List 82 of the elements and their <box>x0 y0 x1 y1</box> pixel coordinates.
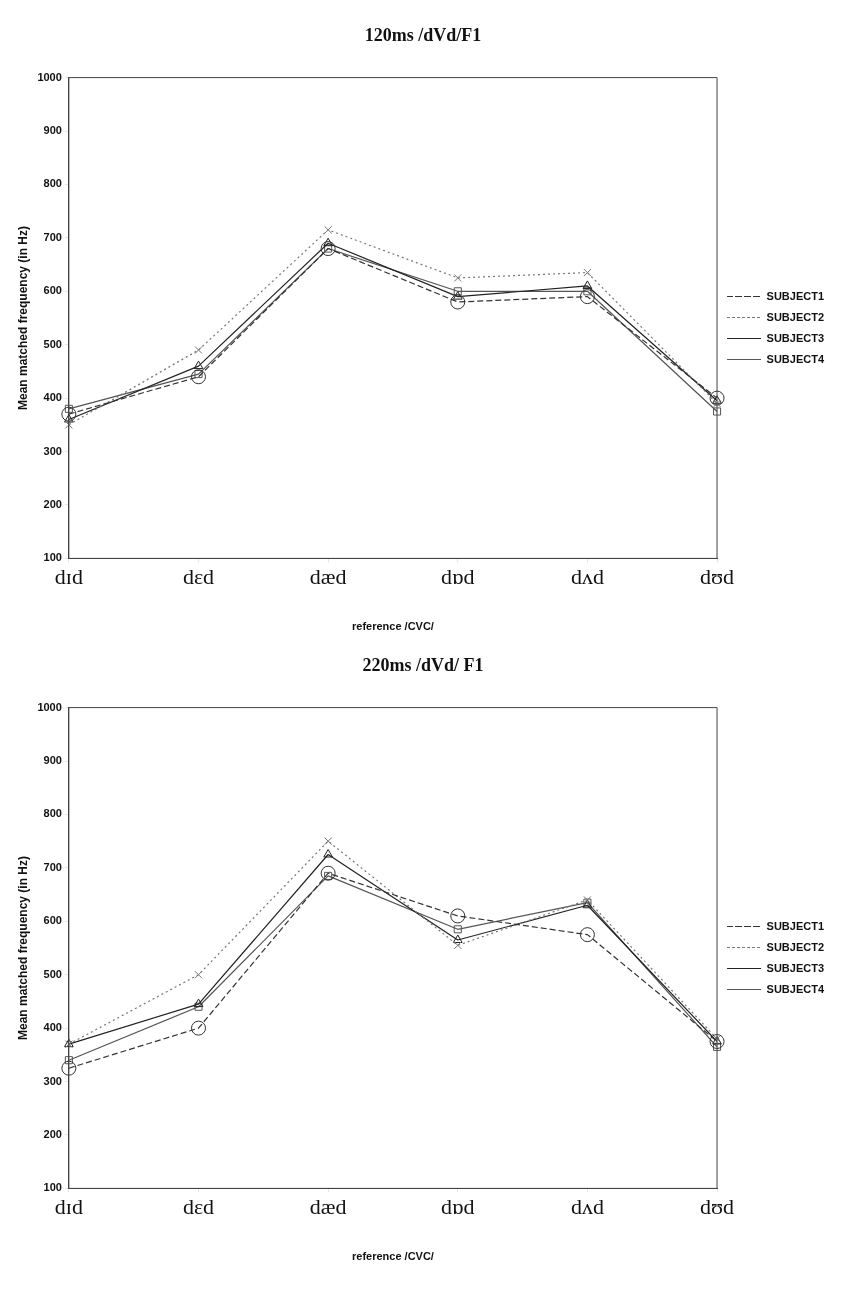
chart-title: 120ms /dVd/F1 <box>364 25 482 46</box>
y-tick-label: 500 <box>43 337 62 350</box>
point <box>64 420 73 429</box>
y-tick-label: 1000 <box>37 70 62 83</box>
point <box>194 346 203 355</box>
x-tick-label: dɪd <box>54 564 83 590</box>
x-tick-label: dʌd <box>570 564 604 590</box>
x-tick-label: dɒd <box>441 1194 475 1220</box>
point <box>64 1056 73 1065</box>
point <box>61 406 77 422</box>
x-axis-title: reference /CVC/ <box>351 620 434 633</box>
y-tick-label: 900 <box>43 754 62 767</box>
x-tick-label: dʊd <box>700 564 735 590</box>
point <box>320 865 336 881</box>
legend-label: SUBJECT3 <box>766 331 825 344</box>
y-tick-label: 800 <box>43 807 62 820</box>
x-tick-label: dʌd <box>570 1194 604 1220</box>
y-tick-label: 600 <box>43 284 62 297</box>
y-tick-label: 400 <box>43 391 62 404</box>
legend-label: SUBJECT4 <box>766 982 825 995</box>
y-tick-label: 100 <box>43 1181 62 1194</box>
y-axis-title: Mean matched frequency (in Hz) <box>15 225 30 411</box>
point <box>452 291 463 300</box>
point <box>453 941 462 950</box>
legend-label: SUBJECT1 <box>766 919 825 932</box>
point <box>450 908 466 924</box>
point <box>191 369 207 385</box>
x-tick-label: dɪd <box>54 1194 83 1220</box>
point <box>579 927 595 943</box>
point <box>582 280 593 289</box>
y-tick-label: 700 <box>43 860 62 873</box>
point <box>193 998 204 1008</box>
point <box>320 241 336 257</box>
point <box>583 287 592 296</box>
x-tick-label: dæd <box>309 1194 347 1220</box>
y-tick-label: 200 <box>43 1128 62 1141</box>
y-tick-label: 300 <box>43 1074 62 1087</box>
point <box>64 404 73 413</box>
point <box>193 360 204 370</box>
legend-label: SUBJECT3 <box>766 961 825 974</box>
point <box>450 294 466 310</box>
y-tick-label: 600 <box>43 914 62 927</box>
point <box>713 399 722 408</box>
point <box>323 237 333 247</box>
y-tick-label: 1000 <box>37 700 62 713</box>
legend-label: SUBJECT4 <box>766 352 825 365</box>
x-tick-label: dɒd <box>441 564 475 590</box>
y-tick-label: 500 <box>43 967 62 980</box>
point <box>61 1060 77 1076</box>
point <box>583 268 592 277</box>
point <box>194 1002 203 1011</box>
point <box>709 1033 725 1049</box>
y-tick-label: 200 <box>43 498 62 511</box>
point <box>191 1020 207 1036</box>
point <box>323 849 333 858</box>
y-tick-label: 100 <box>43 551 62 564</box>
point <box>713 407 722 416</box>
y-tick-label: 900 <box>43 124 62 137</box>
x-axis-title: reference /CVC/ <box>351 1250 434 1263</box>
x-tick-label: dɛd <box>182 1194 215 1220</box>
point <box>453 273 462 282</box>
x-tick-label: dɛd <box>182 564 215 590</box>
point <box>579 289 595 305</box>
point <box>709 390 725 406</box>
y-axis-title: Mean matched frequency (in Hz) <box>15 855 30 1041</box>
y-tick-label: 300 <box>43 444 62 457</box>
legend-label: SUBJECT2 <box>766 310 825 323</box>
point <box>194 970 203 979</box>
chart-title: 220ms /dVd/ F1 <box>362 655 484 676</box>
y-tick-label: 400 <box>43 1021 62 1034</box>
x-tick-label: dʊd <box>700 1194 735 1220</box>
y-tick-label: 700 <box>43 230 62 243</box>
y-tick-label: 800 <box>43 177 62 190</box>
point <box>453 287 462 296</box>
point <box>324 837 333 846</box>
point <box>324 225 333 234</box>
x-tick-label: dæd <box>309 564 347 590</box>
legend-label: SUBJECT1 <box>766 289 825 302</box>
point <box>452 934 463 943</box>
point <box>713 1042 722 1051</box>
legend-label: SUBJECT2 <box>766 940 825 953</box>
point <box>453 925 462 934</box>
